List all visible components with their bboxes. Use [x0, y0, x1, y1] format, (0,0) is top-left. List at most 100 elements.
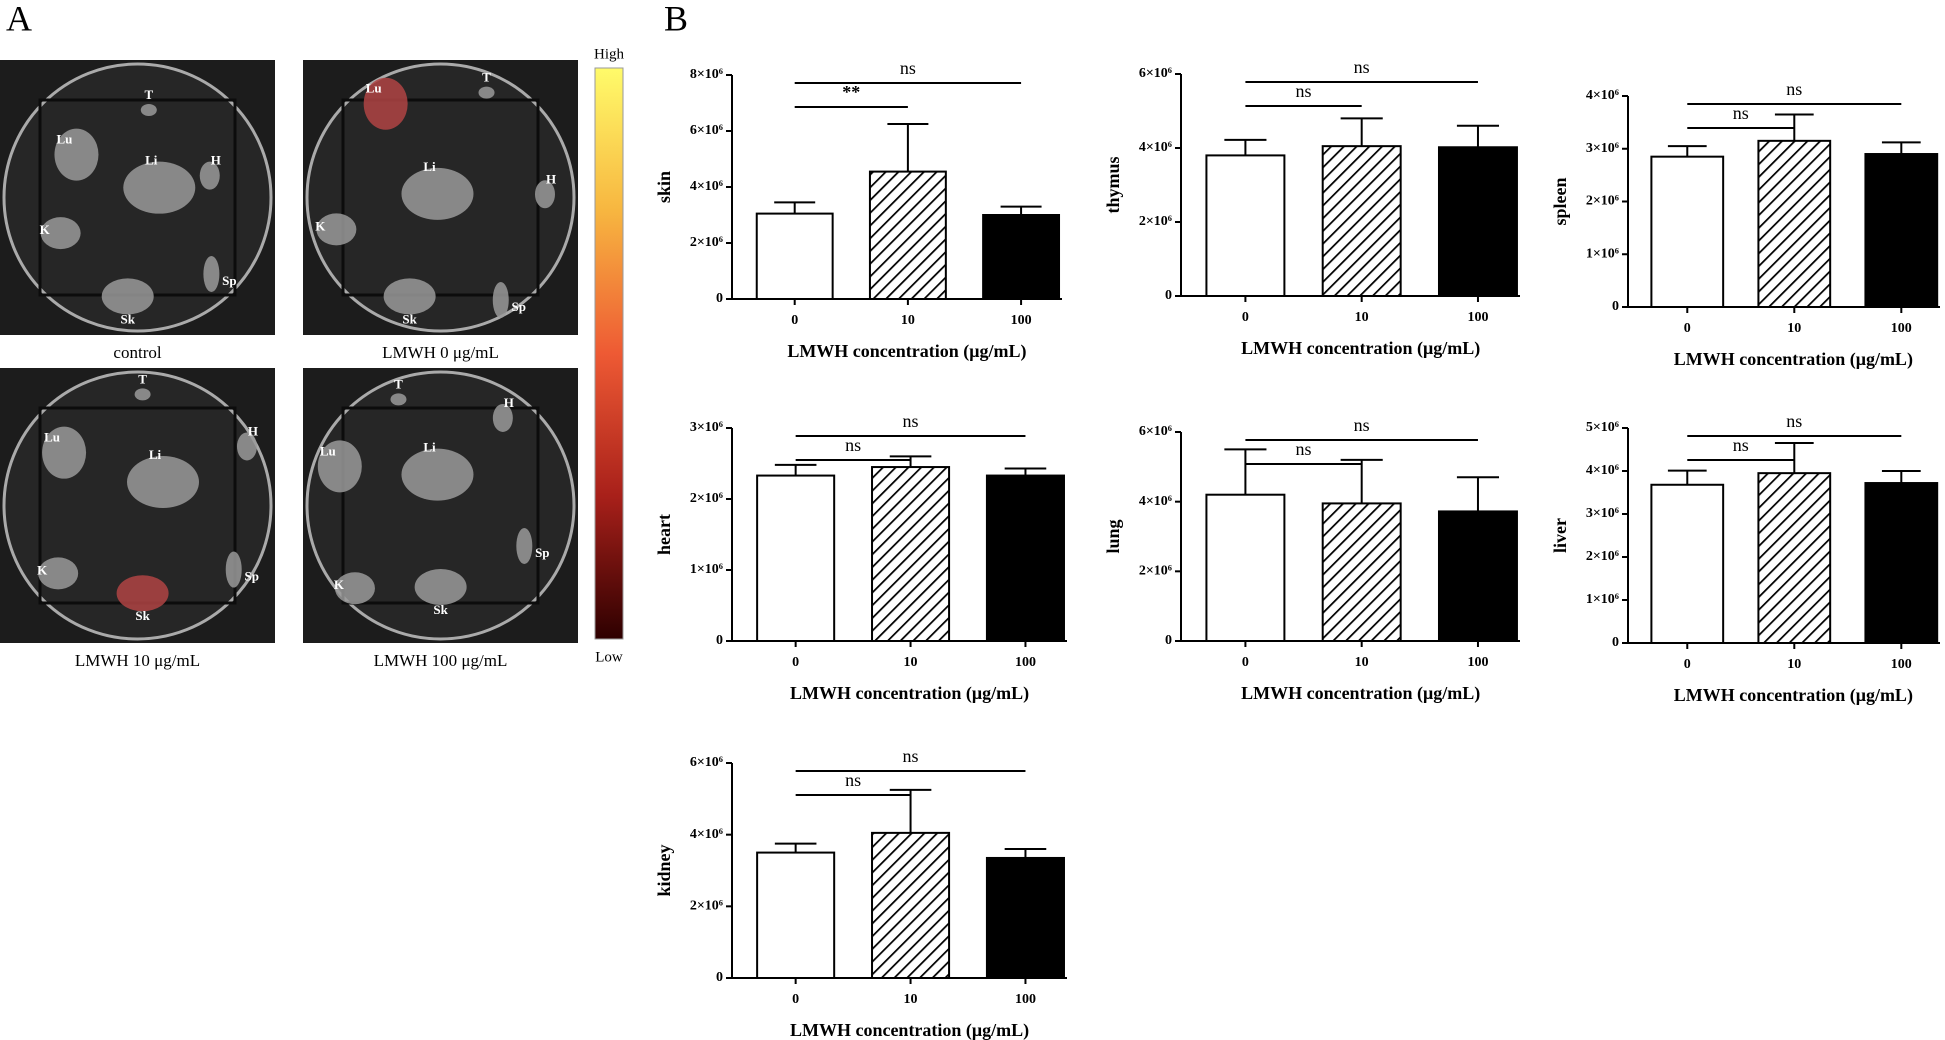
- organ: [225, 551, 242, 588]
- y-tick-label: 6×10⁶: [690, 123, 723, 138]
- y-tick-label: 0: [716, 970, 723, 985]
- image-caption: LMWH 0 μg/mL: [382, 343, 499, 362]
- significance-label: ns: [1733, 103, 1749, 123]
- organ: [414, 569, 467, 606]
- x-axis-label: LMWH concentration (μg/mL): [1674, 349, 1913, 370]
- bar: [756, 474, 836, 642]
- organ-label: T: [144, 87, 153, 102]
- significance-label: ns: [1786, 79, 1802, 99]
- organ-label: Sk: [135, 608, 150, 623]
- y-tick-label: 2×10⁶: [1139, 564, 1172, 579]
- significance-label: ns: [1354, 415, 1370, 435]
- bar: [871, 466, 951, 642]
- y-tick-label: 2×10⁶: [690, 235, 723, 250]
- y-tick-label: 0: [1612, 299, 1619, 314]
- y-tick-label: 1×10⁶: [1586, 246, 1619, 261]
- x-tick-label: 0: [1684, 321, 1691, 336]
- x-axis-label: LMWH concentration (μg/mL): [1241, 683, 1480, 704]
- x-tick-label: 0: [791, 313, 798, 328]
- y-tick-label: 0: [716, 291, 723, 306]
- y-axis-label: skin: [654, 171, 674, 203]
- bar: [1205, 493, 1286, 643]
- organ: [54, 128, 99, 181]
- y-tick-label: 3×10⁶: [690, 420, 723, 435]
- x-tick-label: 0: [792, 992, 799, 1007]
- y-tick-label: 0: [1612, 635, 1619, 650]
- organ-label: T: [482, 70, 491, 85]
- y-axis-label: heart: [654, 514, 674, 555]
- y-tick-label: 4×10⁶: [1139, 140, 1172, 155]
- organ: [140, 103, 157, 116]
- bar: [1437, 146, 1518, 297]
- y-tick-label: 6×10⁶: [1139, 424, 1172, 439]
- organ: [478, 86, 495, 99]
- significance-label: ns: [1296, 439, 1312, 459]
- y-tick-label: 2×10⁶: [1586, 194, 1619, 209]
- organ-label: Li: [145, 153, 158, 168]
- x-tick-label: 100: [1467, 655, 1488, 670]
- bar: [1650, 155, 1725, 308]
- y-tick-label: 0: [716, 633, 723, 648]
- significance-label: ns: [903, 411, 919, 431]
- y-tick-label: 2×10⁶: [1586, 549, 1619, 564]
- x-tick-label: 100: [1015, 992, 1036, 1007]
- x-axis-label: LMWH concentration (μg/mL): [787, 341, 1026, 362]
- organ-label: H: [211, 153, 221, 168]
- organ-label: Sp: [535, 545, 549, 560]
- bar: [1757, 139, 1832, 308]
- colorbar: [594, 67, 624, 640]
- x-axis-label: LMWH concentration (μg/mL): [1674, 685, 1913, 706]
- x-tick-label: 100: [1467, 310, 1488, 325]
- x-tick-label: 10: [904, 655, 918, 670]
- organ: [38, 557, 79, 590]
- organ-label: Sp: [222, 273, 236, 288]
- organ: [316, 213, 357, 246]
- organ: [42, 426, 87, 479]
- organ-label: K: [334, 577, 345, 592]
- x-tick-label: 10: [904, 992, 918, 1007]
- bar: [871, 831, 951, 979]
- bar: [1321, 502, 1402, 642]
- organ: [236, 432, 257, 461]
- significance-label: **: [842, 82, 860, 102]
- organ: [401, 167, 474, 220]
- bar: [1205, 154, 1286, 297]
- y-axis-label: thymus: [1103, 156, 1123, 213]
- organ-label: T: [138, 371, 147, 386]
- bar: [985, 856, 1065, 979]
- y-tick-label: 2×10⁶: [690, 899, 723, 914]
- organ: [535, 180, 555, 209]
- x-tick-label: 10: [901, 313, 915, 328]
- x-tick-label: 100: [1891, 321, 1912, 336]
- significance-label: ns: [903, 746, 919, 766]
- organ: [203, 255, 220, 292]
- bar: [755, 212, 834, 301]
- bar: [1437, 510, 1518, 643]
- colorbar-low: Low: [595, 649, 623, 665]
- organ-label: Sp: [244, 569, 258, 584]
- petri-dish: [305, 370, 576, 641]
- significance-label: ns: [1296, 81, 1312, 101]
- y-tick-label: 6×10⁶: [1139, 66, 1172, 81]
- significance-label: ns: [1354, 57, 1370, 77]
- x-tick-label: 100: [1011, 313, 1032, 328]
- x-axis-label: LMWH concentration (μg/mL): [790, 683, 1029, 704]
- x-tick-label: 10: [1787, 657, 1801, 672]
- organ: [390, 393, 407, 406]
- y-tick-label: 4×10⁶: [690, 179, 723, 194]
- organ-label: Sk: [120, 311, 135, 326]
- organ: [199, 161, 220, 190]
- organ: [401, 448, 474, 501]
- y-tick-label: 0: [1165, 633, 1172, 648]
- bar: [868, 170, 947, 301]
- bar: [982, 214, 1061, 300]
- x-axis-label: LMWH concentration (μg/mL): [1241, 338, 1480, 359]
- y-tick-label: 2×10⁶: [690, 491, 723, 506]
- y-tick-label: 0: [1165, 288, 1172, 303]
- y-axis-label: kidney: [654, 844, 674, 896]
- organ-label: Li: [149, 447, 162, 462]
- y-tick-label: 4×10⁶: [690, 827, 723, 842]
- y-tick-label: 4×10⁶: [1586, 463, 1619, 478]
- organ-label: Li: [423, 159, 436, 174]
